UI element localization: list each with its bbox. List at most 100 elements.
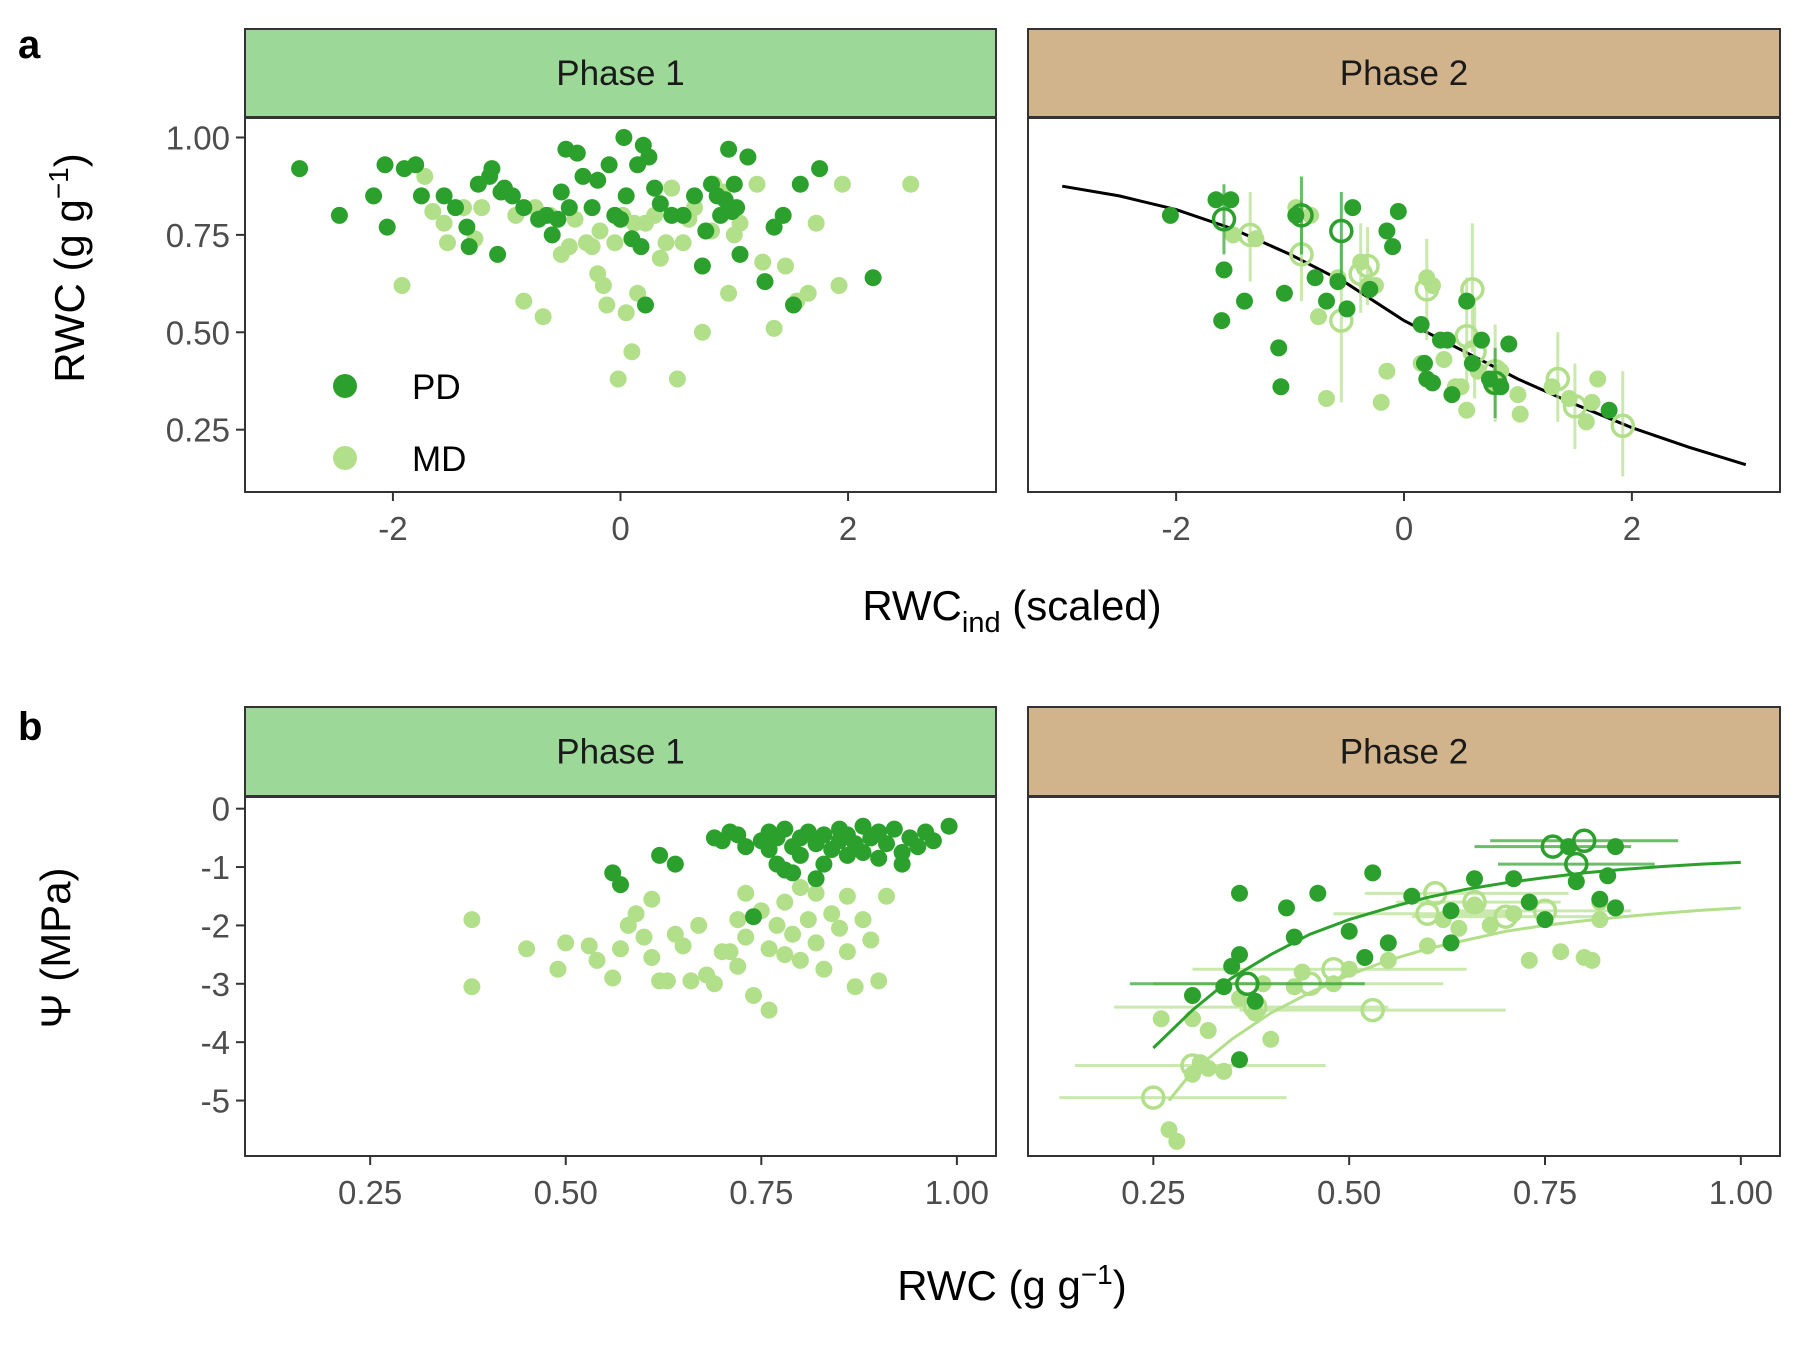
x-tick-label-b-phase1-2: 0.75 [729, 1174, 793, 1211]
point-md-a-phase1-1 [416, 167, 434, 185]
point-pd-a-phase2-10 [1306, 269, 1324, 287]
mean-point-md-b-phase2-0 [1141, 1085, 1166, 1110]
point-pd-b-phase2-24 [1599, 867, 1617, 885]
point-pd-a-phase1-62 [785, 296, 802, 314]
point-md-b-phase1-47 [854, 911, 872, 929]
point-md-a-phase1-53 [833, 175, 851, 193]
point-md-b-phase1-35 [784, 925, 802, 943]
point-md-b-phase1-30 [760, 940, 778, 958]
point-pd-b-phase2-0 [1184, 987, 1201, 1004]
point-pd-a-phase1-19 [515, 199, 533, 217]
point-pd-a-phase2-4 [1222, 191, 1240, 209]
point-pd-a-phase2-14 [1344, 199, 1362, 217]
point-pd-a-phase1-23 [549, 210, 567, 228]
mean-point-pd-b-phase2-3 [1571, 828, 1597, 854]
point-pd-b-phase1-42 [909, 838, 927, 856]
point-pd-b-phase1-38 [885, 820, 903, 838]
point-md-b-phase1-1 [463, 978, 481, 996]
point-pd-b-phase2-14 [1403, 887, 1421, 905]
point-md-a-phase1-47 [765, 319, 783, 337]
point-pd-a-phase1-61 [774, 206, 792, 224]
point-pd-a-phase1-48 [697, 222, 715, 240]
point-pd-a-phase1-57 [731, 245, 749, 263]
point-pd-a-phase2-15 [1361, 280, 1379, 298]
point-pd-a-phase1-27 [568, 144, 586, 162]
point-md-a-phase1-54 [902, 175, 920, 193]
mean-point-md-b-phase2-9 [1493, 904, 1519, 929]
x-tick-label-a-phase2-1: 0 [1395, 510, 1413, 547]
point-md-a-phase1-26 [623, 343, 641, 361]
point-pd-b-phase1-23 [807, 870, 825, 888]
panel-b-phase1: Phase 1 0.25 0.50 0.75 1.00 0 -1 -2 -3 -4 -5 [201, 706, 997, 1211]
x-tick-label-b-phase1-1: 0.50 [534, 1174, 598, 1211]
point-md-b-phase1-46 [846, 978, 864, 996]
point-pd-a-phase1-53 [720, 140, 738, 158]
point-md-b-phase1-15 [658, 972, 676, 990]
point-pd-a-phase2-19 [1412, 316, 1430, 333]
point-md-b-phase1-10 [627, 905, 645, 923]
point-pd-b-phase1-20 [791, 846, 809, 864]
point-md-b-phase1-18 [682, 972, 700, 990]
x-tick-label-a-phase2-2: 2 [1623, 510, 1641, 547]
point-pd-b-phase2-15 [1442, 902, 1460, 920]
point-md-b-phase1-7 [604, 969, 622, 987]
point-md-b-phase1-24 [729, 911, 747, 929]
legend-md-symbol [333, 446, 357, 470]
marks-b-phase2 [1059, 828, 1741, 1150]
point-md-a-phase1-42 [720, 284, 738, 302]
point-pd-a-phase1-3 [376, 156, 394, 174]
point-pd-a-phase2-26 [1458, 292, 1476, 310]
point-pd-a-phase1-42 [646, 179, 664, 197]
x-tick-label-a-phase2-0: -2 [1161, 510, 1190, 547]
point-md-b-phase1-49 [870, 972, 888, 990]
point-pd-a-phase1-33 [612, 210, 629, 228]
point-pd-a-phase1-41 [640, 148, 658, 166]
point-pd-b-phase2-22 [1567, 873, 1585, 891]
point-md-b-phase1-26 [737, 884, 755, 902]
point-pd-a-phase1-30 [589, 171, 607, 189]
point-pd-b-phase2-4 [1231, 884, 1248, 902]
point-md-a-phase1-52 [830, 277, 848, 294]
strip-b-phase1 [244, 706, 997, 797]
point-md-b-phase1-8 [612, 940, 629, 958]
point-md-a-phase2-15 [1435, 351, 1453, 368]
legend-pd-symbol [333, 374, 357, 398]
x-tick-label-b-phase1-0: 0.25 [338, 1174, 402, 1211]
point-md-a-phase1-17 [583, 238, 601, 256]
point-pd-a-phase1-38 [632, 238, 650, 256]
point-md-b-phase1-13 [643, 949, 661, 966]
point-pd-b-phase1-2 [651, 846, 669, 864]
mean-point-pd-a-phase2-1 [1289, 203, 1314, 228]
point-pd-b-phase2-6 [1246, 992, 1264, 1010]
plot-area-a-phase1 [244, 117, 997, 493]
point-pd-a-phase1-18 [503, 187, 521, 205]
point-pd-a-phase1-10 [458, 218, 476, 236]
mean-point-pd-a-phase2-3 [1482, 370, 1508, 396]
plot-area-a-phase2 [1027, 117, 1781, 493]
point-md-b-phase1-42 [823, 905, 841, 923]
point-pd-b-phase2-17 [1466, 870, 1483, 888]
point-md-b-phase1-48 [862, 931, 880, 949]
point-md-b-phase1-32 [768, 916, 786, 934]
point-pd-a-phase2-11 [1318, 292, 1335, 310]
point-md-b-phase1-40 [807, 884, 825, 902]
point-md-b-phase1-11 [635, 928, 653, 946]
point-md-b-phase1-33 [776, 946, 794, 964]
point-md-a-phase2-18 [1458, 401, 1476, 419]
point-md-b-phase1-41 [815, 960, 833, 978]
point-pd-b-phase1-16 [776, 820, 794, 838]
point-pd-a-phase2-25 [1443, 386, 1461, 404]
point-pd-b-phase2-25 [1607, 838, 1624, 856]
point-md-b-phase1-43 [831, 919, 848, 937]
point-md-b-phase1-27 [737, 928, 755, 946]
legend: PD MD [333, 368, 466, 479]
strip-label-a-phase2: Phase 2 [1340, 54, 1468, 93]
point-md-b-phase1-50 [878, 887, 895, 905]
point-pd-a-phase1-2 [365, 187, 383, 205]
point-pd-a-phase2-2 [1213, 312, 1231, 330]
point-pd-b-phase2-12 [1364, 864, 1382, 882]
point-pd-a-phase1-47 [693, 257, 711, 275]
point-pd-a-phase1-7 [412, 187, 430, 205]
mean-point-pd-a-phase2-0 [1211, 207, 1237, 232]
y-tick-label-b-phase1-0: 0 [212, 791, 230, 828]
